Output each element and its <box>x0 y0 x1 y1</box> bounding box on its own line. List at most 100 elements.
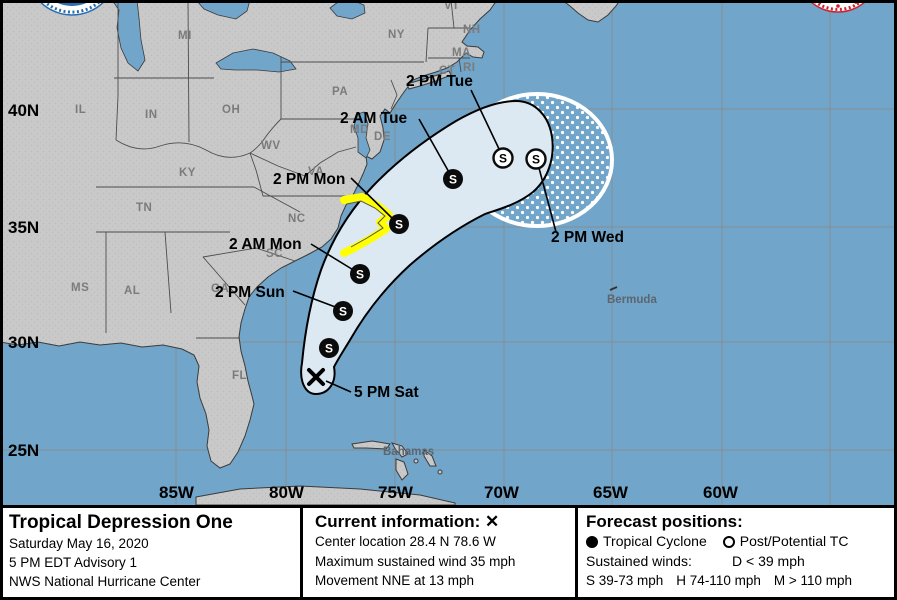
label-leader-lines <box>292 89 557 393</box>
bahamas-island <box>437 469 443 475</box>
time-label: 2 PM Sun <box>215 284 285 301</box>
wind-scale-d: D < 39 mph <box>732 552 805 569</box>
wind-scale-row: S 39-73 mph H 74-110 mph M > 110 mph <box>586 571 897 591</box>
state-borders <box>96 0 470 339</box>
current-info-heading-text: Current information: <box>315 512 481 531</box>
state-label: OH <box>222 104 240 116</box>
bahamas-island <box>423 449 437 467</box>
storm-name: Tropical Depression One <box>9 512 233 533</box>
warning-coastline-yellow <box>340 193 393 257</box>
post-potential-tc-marker: S <box>525 148 547 170</box>
bahamas-island <box>390 442 409 458</box>
post-potential-circle-icon <box>722 536 735 549</box>
wind-scale-m: M > 110 mph <box>773 573 853 589</box>
state-label: MI <box>178 30 192 42</box>
state-label: WV <box>261 140 281 152</box>
current-info-heading: Current information: ✕ <box>315 512 575 532</box>
axis-labels: 40N 35N 30N 25N 85W 80W 75W 70W 65W 60W <box>8 101 739 502</box>
state-label: VA <box>308 166 324 178</box>
lon-label: 65W <box>593 483 629 502</box>
state-label: MA <box>452 47 471 59</box>
place-label-bermuda: Bermuda <box>607 294 657 306</box>
lon-label: 80W <box>269 483 305 502</box>
sustained-winds-label: Sustained winds: <box>586 552 692 569</box>
lon-label: 75W <box>378 483 414 502</box>
bahamas-island <box>413 458 419 464</box>
lon-label: 85W <box>159 483 195 502</box>
tropical-cyclone-marker: S <box>333 301 353 321</box>
landmass <box>0 0 621 505</box>
lat-label: 35N <box>8 218 39 237</box>
lat-label: 40N <box>8 101 39 120</box>
chesapeake-bay <box>353 111 371 159</box>
bahamas-island <box>395 458 409 481</box>
current-position-x-marker <box>307 368 325 386</box>
lat-label: 30N <box>8 333 39 352</box>
tropical-cyclone-marker: S <box>389 214 409 234</box>
time-label: 2 PM Tue <box>406 73 473 90</box>
info-bar: Tropical Depression One Saturday May 16,… <box>0 505 897 600</box>
time-label: 5 PM Sat <box>354 384 419 401</box>
state-label: TN <box>136 202 152 214</box>
state-label: GA <box>211 283 229 295</box>
current-information-panel: Current information: ✕ Center location 2… <box>300 508 575 600</box>
advisory-number: 5 PM EDT Advisory 1 <box>9 555 138 571</box>
svg-text:S: S <box>449 173 457 187</box>
state-label: IN <box>145 109 158 121</box>
lon-label: 70W <box>484 483 520 502</box>
state-label: VT <box>444 0 460 12</box>
max-sustained-wind: Maximum sustained wind 35 mph <box>315 553 516 569</box>
time-label: 2 PM Wed <box>551 229 624 246</box>
storm-title-panel: Tropical Depression One Saturday May 16,… <box>0 508 300 600</box>
state-labels: MI NY VT NH MA CT RI PA OH IN IL WV MD D… <box>71 0 481 382</box>
lake-erie <box>215 48 297 73</box>
post-potential-legend: Post/Potential TC <box>722 532 849 551</box>
forecast-time-labels: 5 PM Sat 2 PM Sun 2 AM Mon 2 PM Mon 2 AM… <box>215 73 624 401</box>
state-label: DE <box>374 131 391 143</box>
lake-huron <box>195 0 251 20</box>
cuba <box>195 485 456 505</box>
time-label: 2 AM Mon <box>229 236 302 253</box>
movement: Movement NNE at 13 mph <box>315 572 475 588</box>
state-label: NH <box>463 24 481 36</box>
state-label: NC <box>288 213 306 225</box>
lat-label: 25N <box>8 441 39 460</box>
svg-text:S: S <box>339 305 347 319</box>
post-potential-legend-label: Post/Potential TC <box>739 533 849 550</box>
state-label: MS <box>71 282 89 294</box>
wind-scale-s: S 39-73 mph <box>586 573 664 589</box>
time-label: 2 AM Tue <box>340 110 408 127</box>
state-label: PA <box>332 86 348 98</box>
state-label: KY <box>179 167 196 179</box>
bahamas-island <box>351 440 391 450</box>
tropical-cyclone-marker: S <box>319 338 339 358</box>
state-label: MD <box>350 124 369 136</box>
tropical-cyclone-dot-icon <box>586 536 598 549</box>
state-label: SC <box>266 248 283 260</box>
sustained-winds-row: Sustained winds: D < 39 mph <box>586 552 897 572</box>
tropical-cyclone-marker: S <box>350 264 370 284</box>
forecast-cone-map: 40N 35N 30N 25N 85W 80W 75W 70W 65W 60W … <box>0 0 897 505</box>
svg-text:S: S <box>325 342 333 356</box>
svg-text:S: S <box>499 152 507 166</box>
center-location: Center location 28.4 N 78.6 W <box>315 534 496 550</box>
wind-scale-h: H 74-110 mph <box>676 573 761 589</box>
marker-legend-row: Tropical Cyclone Post/Potential TC <box>586 532 897 551</box>
state-label: RI <box>463 62 476 74</box>
forecast-markers: S S S S S S S <box>307 147 547 386</box>
long-island <box>406 70 452 90</box>
time-label: 2 PM Mon <box>273 171 345 188</box>
forecast-positions-heading: Forecast positions: <box>586 512 743 531</box>
state-label: CT <box>439 65 455 77</box>
svg-text:S: S <box>356 268 364 282</box>
svg-text:S: S <box>532 153 540 167</box>
place-label-bahamas: Bahamas <box>383 446 434 458</box>
svg-text:S: S <box>395 218 403 232</box>
place-labels: Bermuda Bahamas <box>383 286 657 458</box>
bermuda-island <box>609 286 618 291</box>
state-label: NY <box>388 29 405 41</box>
state-label: AL <box>124 285 140 297</box>
tropical-cyclone-legend-label: Tropical Cyclone <box>603 533 707 550</box>
current-position-icon: ✕ <box>485 512 500 531</box>
